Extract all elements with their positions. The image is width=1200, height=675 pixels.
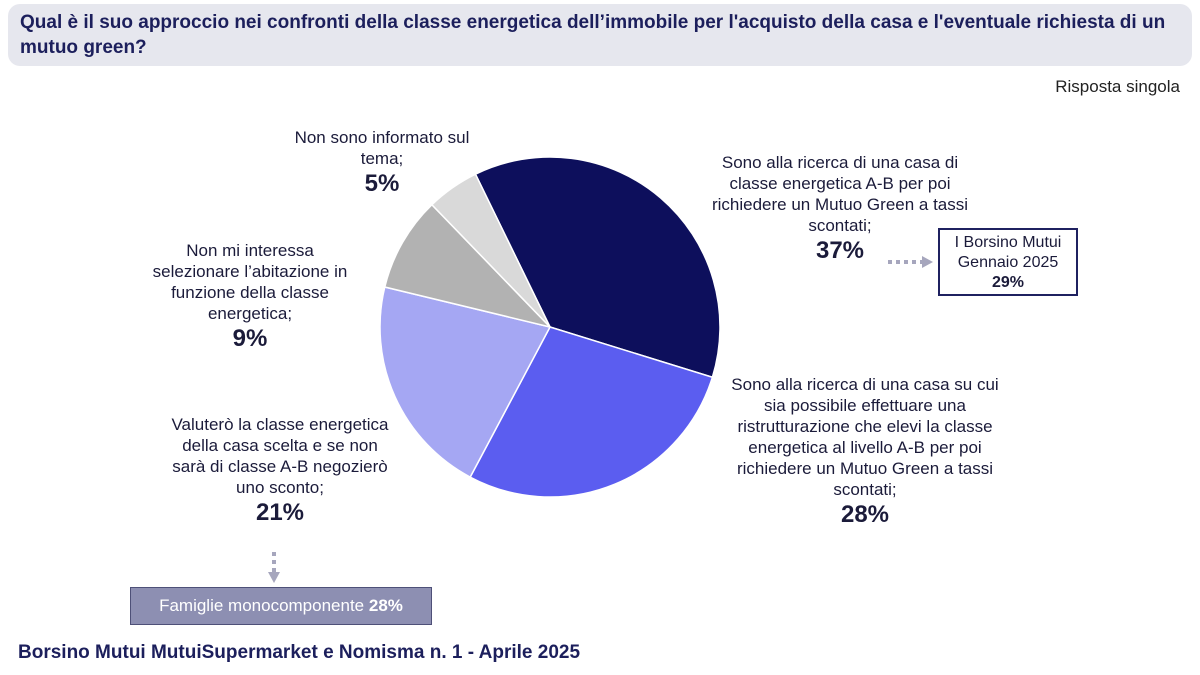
slice-label-valutero: Valuterò la classe energetica della casa…: [165, 414, 395, 528]
slice-label-text: Non sono informato sul tema;: [294, 128, 470, 168]
pie-slice-2: [379, 286, 552, 479]
comparison-line1: I Borsino Mutui: [954, 234, 1062, 251]
pie-slice-3: [383, 203, 553, 329]
slice-label-pct: 21%: [255, 499, 305, 526]
comparison-value: 29%: [991, 274, 1025, 291]
response-type-label: Risposta singola: [1055, 77, 1180, 96]
slice-label-interessa: Non mi interessa selezionare l’abitazion…: [150, 240, 350, 354]
comparison-box: I Borsino Mutui Gennaio 2025 29%: [938, 228, 1078, 296]
slice-label-ricerca-ab: Sono alla ricerca di una casa di classe …: [696, 152, 984, 266]
slice-label-text: Valuterò la classe energetica della casa…: [171, 415, 389, 497]
single-households-box: Famiglie monocomponente 28%: [130, 587, 432, 625]
slice-label-text: Non mi interessa selezionare l’abitazion…: [152, 241, 348, 323]
question-title: Qual è il suo approccio nei confronti de…: [20, 12, 1166, 58]
single-households-value: 28%: [368, 596, 403, 615]
single-households-label: Famiglie monocomponente: [159, 596, 365, 615]
slice-label-ristrutturazione: Sono alla ricerca di una casa su cui sia…: [720, 374, 1010, 530]
slice-label-pct: 5%: [364, 170, 400, 197]
slice-label-text: Sono alla ricerca di una casa su cui sia…: [731, 375, 999, 499]
pie-slice-4: [430, 173, 551, 328]
source-footer: Borsino Mutui MutuiSupermarket e Nomisma…: [18, 642, 581, 663]
slice-label-pct: 28%: [840, 501, 890, 528]
question-box: Qual è il suo approccio nei confronti de…: [8, 4, 1192, 66]
slice-label-informato: Non sono informato sul tema; 5%: [282, 127, 482, 199]
pie-slice-1: [469, 326, 714, 498]
arrow-head-down-icon: [268, 572, 280, 583]
arrow-head-right-icon: [922, 256, 933, 268]
pie-slice-0: [474, 156, 721, 379]
comparison-line2: Gennaio 2025: [957, 254, 1059, 271]
slice-label-text: Sono alla ricerca di una casa di classe …: [711, 153, 969, 235]
slice-label-pct: 37%: [815, 237, 865, 264]
slice-label-pct: 9%: [232, 325, 268, 352]
